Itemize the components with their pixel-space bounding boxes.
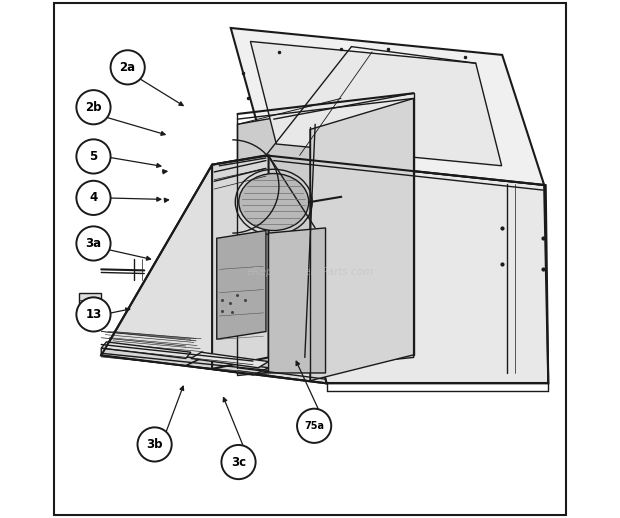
Text: 2b: 2b — [85, 100, 102, 114]
Text: 75a: 75a — [304, 421, 324, 431]
Text: 13: 13 — [86, 308, 102, 321]
Text: 3c: 3c — [231, 455, 246, 469]
Circle shape — [221, 445, 255, 479]
Circle shape — [76, 226, 110, 261]
Polygon shape — [212, 155, 268, 369]
Polygon shape — [231, 28, 544, 185]
Text: 4: 4 — [89, 191, 97, 205]
Polygon shape — [217, 231, 266, 339]
Polygon shape — [266, 155, 548, 383]
Polygon shape — [101, 155, 327, 383]
Text: 2a: 2a — [120, 61, 136, 74]
Text: 3a: 3a — [86, 237, 102, 250]
Ellipse shape — [239, 174, 309, 231]
Circle shape — [76, 181, 110, 215]
Circle shape — [110, 50, 144, 84]
Text: 5: 5 — [89, 150, 97, 163]
Polygon shape — [237, 93, 414, 376]
Polygon shape — [250, 41, 502, 166]
Polygon shape — [79, 293, 101, 324]
Text: eReplacementParts.com: eReplacementParts.com — [246, 267, 374, 277]
Polygon shape — [185, 358, 268, 375]
Polygon shape — [101, 342, 191, 358]
Circle shape — [76, 297, 110, 332]
Polygon shape — [310, 98, 414, 381]
Circle shape — [297, 409, 331, 443]
Circle shape — [76, 139, 110, 174]
Polygon shape — [101, 348, 202, 366]
Polygon shape — [191, 352, 268, 368]
Polygon shape — [268, 228, 326, 373]
Text: 3b: 3b — [146, 438, 163, 451]
Circle shape — [76, 90, 110, 124]
Circle shape — [138, 427, 172, 462]
